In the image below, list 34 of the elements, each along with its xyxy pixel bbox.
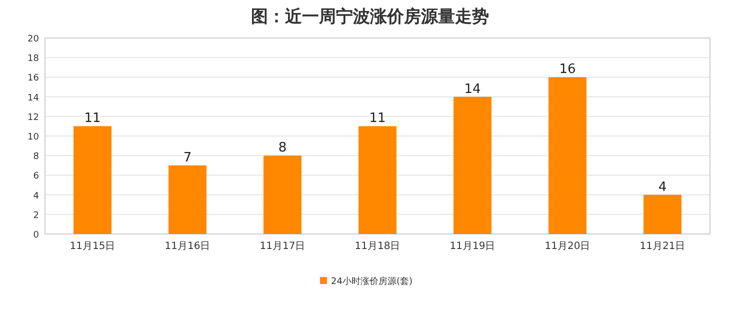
x-tick-label: 11月17日	[260, 241, 306, 252]
y-tick-label: 0	[33, 230, 40, 240]
y-tick-label: 4	[33, 191, 40, 202]
x-tick-label: 11月18日	[354, 241, 400, 252]
x-tick-label: 11月20日	[544, 241, 590, 252]
data-label: 16	[559, 62, 576, 78]
y-tick-label: 2	[33, 210, 39, 221]
y-tick-label: 16	[28, 74, 40, 84]
chart-title: 图：近一周宁波涨价房源量走势	[251, 7, 489, 27]
bar	[358, 126, 396, 234]
bar	[644, 194, 682, 234]
y-tick-label: 18	[28, 54, 40, 64]
data-label: 7	[183, 150, 192, 166]
x-tick-label: 11月19日	[450, 241, 496, 252]
data-label: 11	[369, 111, 386, 126]
x-tick-label: 11月16日	[164, 241, 210, 252]
data-label: 8	[278, 140, 287, 156]
y-tick-label: 20	[28, 34, 40, 44]
y-tick-label: 12	[28, 112, 39, 123]
legend-label: 24小时涨价房源(套)	[331, 276, 412, 287]
bar	[264, 156, 302, 234]
bar	[454, 96, 492, 234]
bar	[168, 165, 206, 234]
x-tick-label: 11月21日	[640, 241, 686, 252]
y-tick-label: 14	[28, 93, 40, 104]
bar	[548, 77, 586, 234]
x-tick-label: 11月15日	[70, 241, 116, 252]
data-label: 11	[84, 111, 101, 126]
data-label: 4	[658, 180, 667, 195]
y-tick-label: 8	[33, 152, 40, 162]
bar	[74, 126, 112, 234]
data-label: 14	[464, 82, 481, 97]
y-tick-label: 6	[33, 172, 40, 182]
y-tick-label: 10	[28, 132, 40, 142]
